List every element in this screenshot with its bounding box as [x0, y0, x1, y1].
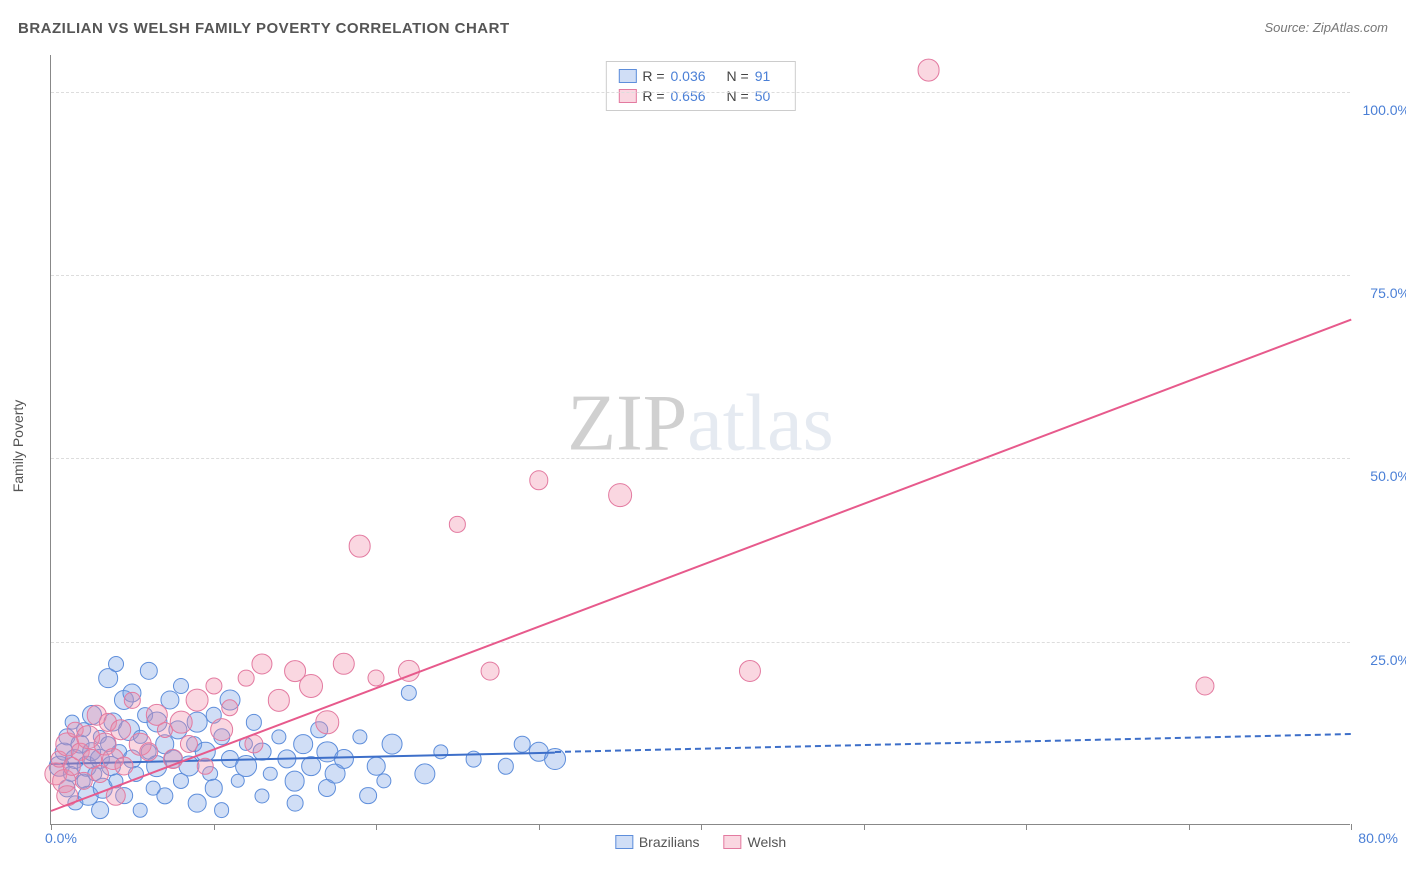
- x-tick-mark: [864, 824, 865, 830]
- x-tick-mark: [1189, 824, 1190, 830]
- scatter-point: [133, 803, 148, 818]
- scatter-point: [377, 773, 392, 788]
- n-label: N =: [727, 68, 749, 84]
- scatter-point: [293, 734, 313, 754]
- n-label: N =: [727, 88, 749, 104]
- scatter-point: [221, 699, 239, 717]
- y-tick-label: 50.0%: [1370, 468, 1406, 484]
- x-axis-min-label: 0.0%: [45, 830, 77, 846]
- scatter-point: [332, 652, 354, 674]
- scatter-point: [139, 662, 157, 680]
- scatter-point: [299, 674, 323, 698]
- scatter-point: [284, 771, 305, 792]
- scatter-point: [252, 653, 273, 674]
- scatter-point: [608, 483, 632, 507]
- y-tick-label: 100.0%: [1363, 102, 1406, 118]
- x-tick-mark: [701, 824, 702, 830]
- x-tick-mark: [1351, 824, 1352, 830]
- scatter-point: [352, 729, 367, 744]
- scatter-point: [333, 749, 353, 769]
- legend-item: Brazilians: [615, 834, 700, 850]
- scatter-point: [271, 729, 286, 744]
- scatter-point: [255, 788, 270, 803]
- scatter-point: [480, 662, 499, 681]
- r-label: R =: [642, 88, 664, 104]
- correlation-stats-box: R = 0.036 N = 91 R = 0.656 N = 50: [605, 61, 795, 111]
- scatter-point: [186, 689, 209, 712]
- stats-row: R = 0.036 N = 91: [618, 66, 782, 86]
- scatter-point: [301, 756, 321, 776]
- x-tick-mark: [539, 824, 540, 830]
- source-label: Source: ZipAtlas.com: [1264, 20, 1388, 35]
- gridline: [51, 275, 1350, 276]
- stats-row: R = 0.656 N = 50: [618, 86, 782, 106]
- scatter-point: [917, 58, 940, 81]
- n-value: 91: [755, 68, 783, 84]
- scatter-point: [115, 757, 134, 776]
- watermark: ZIPatlas: [567, 379, 834, 470]
- scatter-point: [108, 656, 124, 672]
- scatter-point: [739, 660, 761, 682]
- scatter-point: [263, 766, 277, 780]
- x-tick-mark: [376, 824, 377, 830]
- scatter-point: [238, 670, 255, 687]
- scatter-point: [529, 471, 548, 490]
- r-value: 0.036: [671, 68, 721, 84]
- watermark-zip: ZIP: [567, 380, 687, 468]
- y-tick-label: 25.0%: [1370, 652, 1406, 668]
- legend-label: Welsh: [748, 834, 787, 850]
- scatter-point: [316, 711, 339, 734]
- scatter-point: [173, 678, 189, 694]
- trend-line-extrapolated: [555, 733, 1351, 753]
- x-tick-mark: [51, 824, 52, 830]
- scatter-point: [170, 711, 193, 734]
- legend-swatch: [724, 835, 742, 849]
- scatter-point: [286, 795, 303, 812]
- chart-container: BRAZILIAN VS WELSH FAMILY POVERTY CORREL…: [0, 0, 1406, 892]
- gridline: [51, 642, 1350, 643]
- scatter-point: [205, 677, 222, 694]
- scatter-point: [214, 802, 230, 818]
- scatter-point: [1195, 676, 1214, 695]
- r-label: R =: [642, 68, 664, 84]
- x-tick-mark: [1026, 824, 1027, 830]
- plot-area: ZIPatlas R =0.036N =91R =0.656N =50 Braz…: [50, 55, 1350, 825]
- x-axis-max-label: 80.0%: [1358, 830, 1398, 846]
- y-axis-label: Family Poverty: [10, 400, 26, 493]
- scatter-point: [433, 744, 448, 759]
- gridline: [51, 458, 1350, 459]
- scatter-point: [359, 787, 377, 805]
- scatter-point: [498, 758, 514, 774]
- series-swatch: [618, 69, 636, 83]
- scatter-point: [110, 719, 132, 741]
- scatter-point: [91, 801, 109, 819]
- y-tick-label: 75.0%: [1370, 285, 1406, 301]
- legend-label: Brazilians: [639, 834, 700, 850]
- chart-title: BRAZILIAN VS WELSH FAMILY POVERTY CORREL…: [18, 20, 510, 37]
- n-value: 50: [755, 88, 783, 104]
- scatter-point: [210, 718, 234, 742]
- legend-item: Welsh: [724, 834, 787, 850]
- x-tick-mark: [214, 824, 215, 830]
- scatter-point: [197, 758, 214, 775]
- scatter-point: [414, 763, 435, 784]
- scatter-point: [188, 794, 207, 813]
- scatter-point: [267, 689, 289, 711]
- scatter-point: [156, 787, 173, 804]
- scatter-point: [449, 516, 465, 532]
- r-value: 0.656: [671, 88, 721, 104]
- scatter-point: [382, 734, 403, 755]
- scatter-point: [400, 685, 416, 701]
- scatter-point: [204, 779, 222, 797]
- legend-bottom: Brazilians Welsh: [615, 834, 786, 850]
- scatter-point: [124, 692, 140, 708]
- scatter-point: [348, 535, 371, 558]
- gridline: [51, 92, 1350, 93]
- scatter-point: [246, 714, 262, 730]
- legend-swatch: [615, 835, 633, 849]
- watermark-atlas: atlas: [687, 380, 834, 468]
